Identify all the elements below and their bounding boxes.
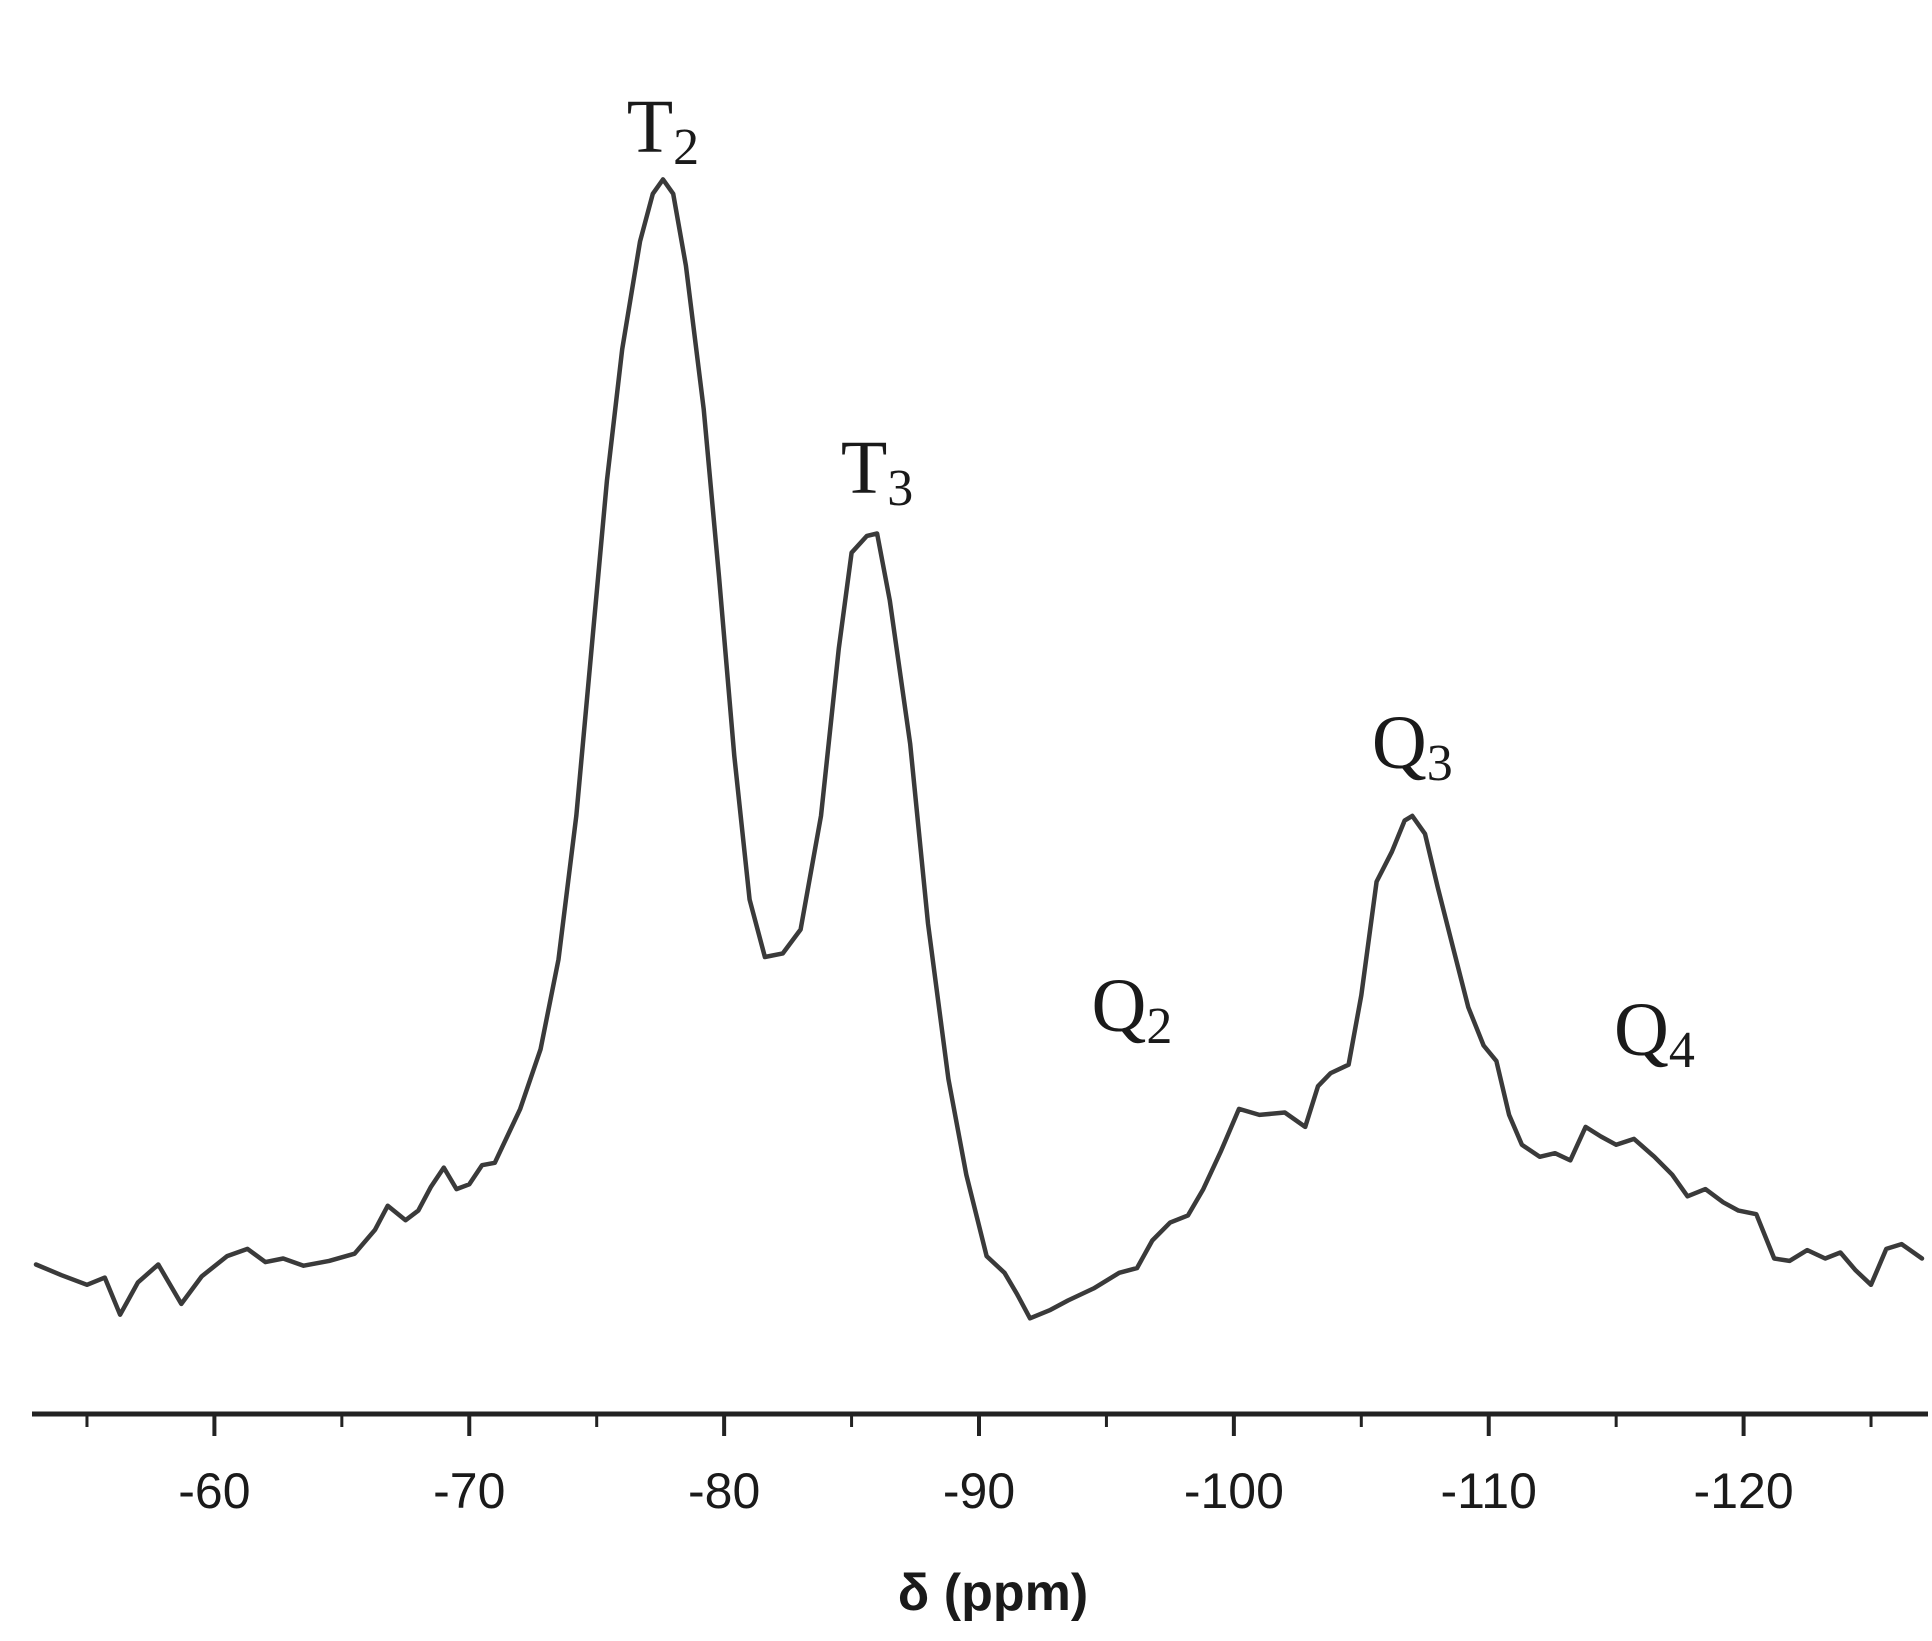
- peak-labels: T2 T3 Q2 Q3 Q4: [627, 85, 1695, 1079]
- x-axis: -60 -70 -80 -90 -100 -110 -120: [32, 1411, 1928, 1519]
- x-tick-label: -60: [178, 1463, 250, 1519]
- series-layer: [33, 177, 1925, 1321]
- x-tick-label: -120: [1694, 1463, 1794, 1519]
- peak-label-q4: Q4: [1614, 988, 1695, 1079]
- peak-label-q3: Q3: [1372, 701, 1453, 792]
- x-axis-title: δ (ppm): [898, 1564, 1088, 1622]
- x-tick-label: -110: [1441, 1463, 1537, 1519]
- peak-label-t3: T3: [841, 426, 913, 517]
- peak-label-q2: Q2: [1091, 964, 1172, 1055]
- x-tick-label: -80: [688, 1463, 760, 1519]
- x-tick-label: -100: [1184, 1463, 1284, 1519]
- x-tick-label: -70: [433, 1463, 505, 1519]
- peak-label-t2: T2: [627, 85, 699, 176]
- spectrum-line: [33, 177, 1925, 1321]
- x-tick-label: -90: [943, 1463, 1015, 1519]
